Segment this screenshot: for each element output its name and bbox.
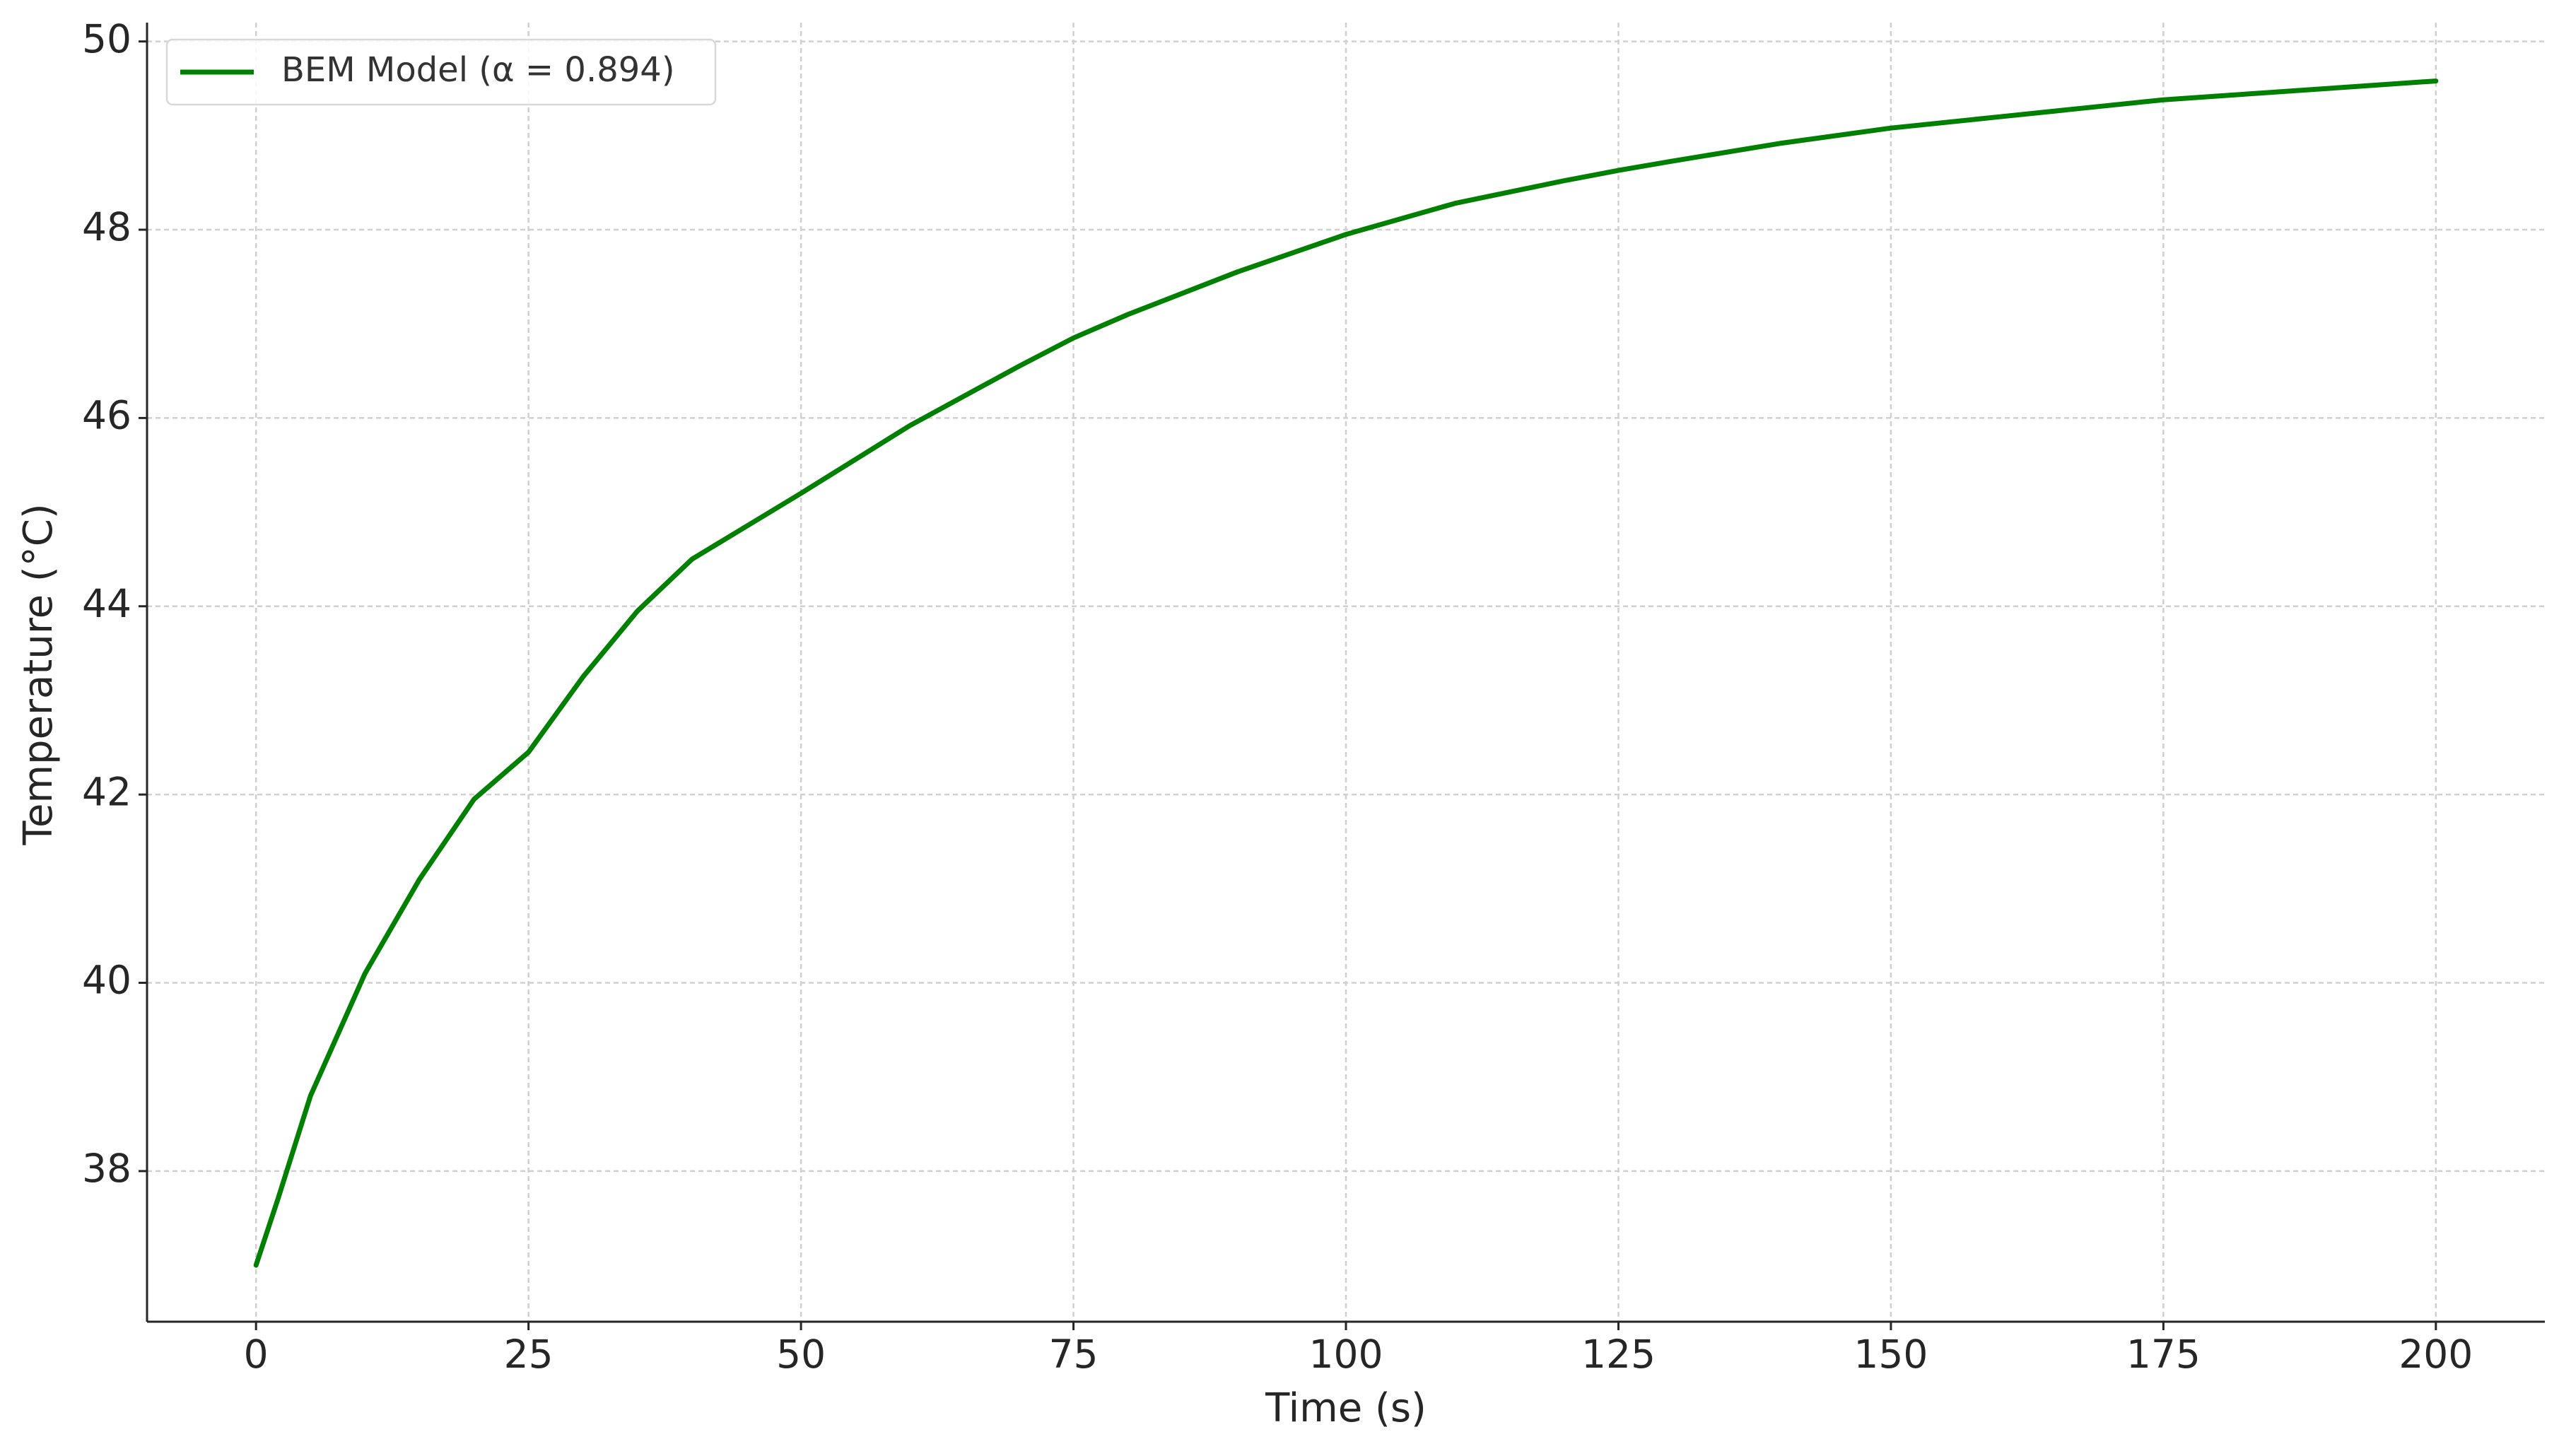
x-tick-label: 50 [776,1332,826,1377]
y-tick-label: 38 [82,1146,131,1191]
y-tick-label: 40 [82,958,131,1003]
y-tick-label: 50 [82,16,131,61]
x-tick-label: 100 [1309,1332,1383,1377]
y-axis-label: Temperature (°C) [16,503,62,845]
x-tick-label: 175 [2126,1332,2201,1377]
legend-box [165,38,717,106]
x-axis-label: Time (s) [1265,1385,1427,1431]
y-tick-label: 48 [82,204,131,249]
data-line [253,78,2439,1268]
y-tick-label: 42 [82,769,131,814]
x-tick-label: 200 [2399,1332,2473,1377]
y-tick-label: 46 [82,393,131,438]
y-tick-label: 44 [82,581,131,626]
x-tick-label: 0 [244,1332,269,1377]
x-tick-label: 75 [1049,1332,1099,1377]
x-tick-label: 150 [1854,1332,1928,1377]
x-tick-label: 25 [504,1332,554,1377]
legend-label: BEM Model (α = 0.894) [281,50,675,90]
x-tick-label: 125 [1581,1332,1656,1377]
